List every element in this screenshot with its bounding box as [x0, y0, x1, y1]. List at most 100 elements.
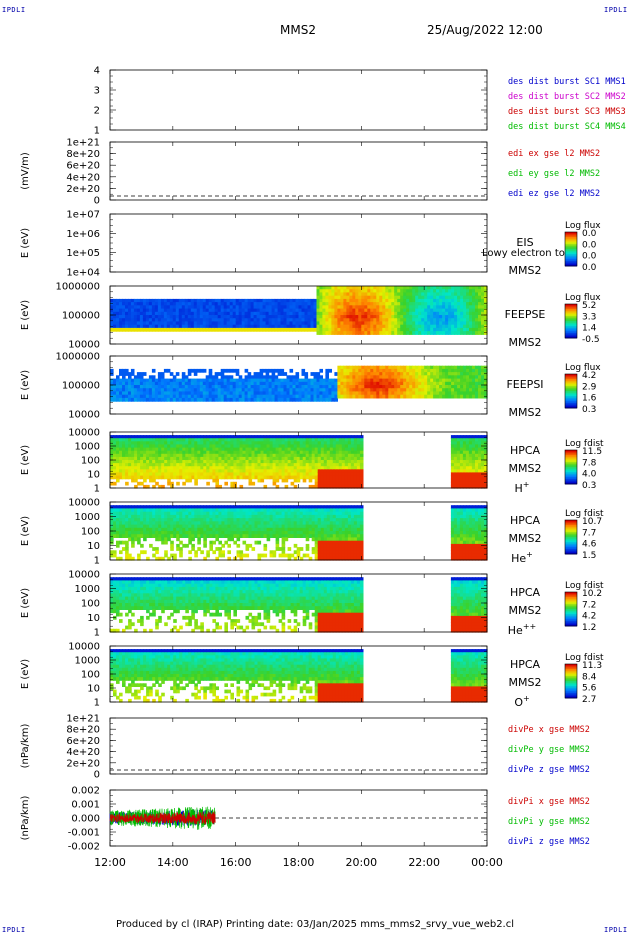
spacecraft-label-hpca_hepp: MMS2 — [509, 604, 542, 617]
colorbar-swatch — [565, 696, 577, 699]
y-tick-label-des_dist: 2 — [94, 106, 100, 117]
colorbar-swatch — [565, 307, 577, 310]
colorbar-swatch — [565, 612, 577, 615]
colorbar-tick-label: -0.5 — [582, 335, 600, 345]
legend-entry-edi_e: edi ey gse l2 MMS2 — [508, 169, 600, 179]
x-tick-label: 14:00 — [157, 856, 189, 869]
colorbar-swatch — [565, 262, 577, 265]
colorbar-swatch — [565, 460, 577, 463]
colorbar-swatch — [565, 665, 577, 668]
y-axis-label-feepsi: E (eV) — [20, 370, 31, 400]
colorbar-swatch — [565, 465, 577, 468]
colorbar-swatch — [565, 455, 577, 458]
y-tick-label-eis: 1e+06 — [66, 229, 100, 240]
y-axis-label-edi_e: (mV/m) — [20, 152, 31, 190]
colorbar-swatch — [565, 472, 577, 475]
colorbar-swatch — [565, 402, 577, 406]
colorbar-swatch — [565, 533, 577, 536]
colorbar-swatch — [565, 250, 577, 253]
species-label-hpca_o: O+ — [514, 694, 529, 709]
legend-entry-divpe: divPe x gse MMS2 — [508, 725, 590, 735]
colorbar-swatch — [565, 329, 577, 332]
colorbar-tick-label: 7.7 — [582, 528, 596, 538]
colorbar-title-3: Log flux — [565, 293, 601, 303]
colorbar-swatch — [565, 264, 577, 267]
colorbar-swatch — [565, 537, 577, 540]
colorbar-swatch — [565, 617, 577, 620]
colorbar-swatch — [565, 463, 577, 466]
spectrogram-hpca_hepp — [110, 577, 488, 633]
colorbar-tick-label: 4.2 — [582, 612, 596, 622]
y-tick-label-hpca_hepp: 1000 — [75, 584, 100, 595]
spacecraft-label-eis: MMS2 — [509, 264, 542, 277]
date-time-title: 25/Aug/2022 12:00 — [427, 23, 543, 37]
colorbar-swatch — [565, 609, 577, 612]
colorbar-tick-label: 1.2 — [582, 623, 596, 633]
colorbar-swatch — [565, 260, 577, 264]
colorbar-swatch — [565, 478, 577, 482]
panel-frame-divpe — [109, 717, 488, 775]
colorbar-swatch — [565, 252, 577, 255]
colorbar-frame-3 — [564, 303, 578, 339]
y-tick-label-feepsi: 10000 — [68, 410, 100, 421]
species-label-hpca_h: H+ — [515, 480, 530, 495]
colorbar-swatch — [565, 382, 577, 385]
y-tick-label-feepsi: 100000 — [62, 381, 100, 392]
y-tick-label-des_dist: 1 — [94, 126, 100, 137]
colorbar-swatch — [565, 385, 577, 389]
instrument-label-hpca_hepp: HPCA — [510, 586, 541, 599]
colorbar-swatch — [565, 669, 577, 672]
colorbar-swatch — [565, 691, 577, 694]
colorbar-swatch — [565, 600, 577, 603]
spectrogram-hpca_h — [110, 435, 488, 489]
colorbar-swatch — [565, 689, 577, 692]
colorbar-swatch — [565, 615, 577, 618]
colorbar-swatch — [565, 610, 577, 613]
colorbar-swatch — [565, 670, 577, 673]
y-tick-label-divpe: 1e+21 — [66, 714, 100, 725]
colorbar-swatch — [565, 379, 577, 382]
colorbar-tick-label: 10.2 — [582, 589, 602, 599]
colorbar-swatch — [565, 674, 577, 677]
colorbar-tick-label: 4.6 — [582, 540, 597, 550]
colorbar-swatch — [565, 450, 577, 453]
colorbar-tick-label: 4.2 — [582, 371, 596, 381]
y-tick-label-feepse: 10000 — [68, 340, 100, 351]
colorbar-frame-4 — [564, 373, 578, 409]
spectrogram-hpca_o — [110, 649, 488, 703]
colorbar-swatch — [565, 681, 577, 684]
colorbar-tick-label: 10.7 — [582, 517, 602, 527]
colorbar-frame-6 — [564, 519, 578, 555]
colorbar-frame-2 — [564, 231, 578, 267]
colorbar-swatch — [565, 305, 577, 308]
colorbar-swatch — [565, 247, 577, 250]
colorbar-swatch — [565, 259, 577, 262]
y-tick-label-divpe: 2e+20 — [66, 758, 100, 769]
colorbar-swatch — [565, 480, 577, 483]
y-tick-label-hpca_hepp: 10000 — [68, 570, 100, 581]
colorbar-swatch — [565, 242, 577, 245]
colorbar-swatch — [565, 322, 577, 325]
colorbar-tick-label: 1.5 — [582, 551, 596, 561]
colorbar-swatch — [565, 377, 577, 380]
colorbar-swatch — [565, 332, 577, 336]
legend-entry-des_dist: des dist burst SC4 MMS4 — [508, 122, 626, 132]
y-tick-label-hpca_h: 100 — [81, 456, 100, 467]
colorbar-tick-label: 0.0 — [582, 263, 597, 273]
colorbar-swatch — [565, 622, 577, 625]
y-tick-label-feepse: 100000 — [62, 311, 100, 322]
y-tick-label-des_dist: 3 — [94, 86, 100, 97]
panel-frame-edi_e — [109, 141, 488, 201]
instrument-label-hpca_o: HPCA — [510, 658, 541, 671]
colorbar-swatch — [565, 384, 577, 387]
colorbar-swatch — [565, 526, 577, 529]
colorbar-swatch — [565, 243, 577, 247]
colorbar-swatch — [565, 315, 577, 319]
colorbar-swatch — [565, 692, 577, 696]
colorbar-swatch — [565, 521, 577, 524]
colorbar-swatch — [565, 389, 577, 392]
y-tick-label-hpca_he: 10000 — [68, 498, 100, 509]
y-tick-label-hpca_he: 10 — [87, 541, 100, 552]
colorbar-swatch — [565, 605, 577, 608]
y-tick-label-hpca_he: 100 — [81, 527, 100, 538]
